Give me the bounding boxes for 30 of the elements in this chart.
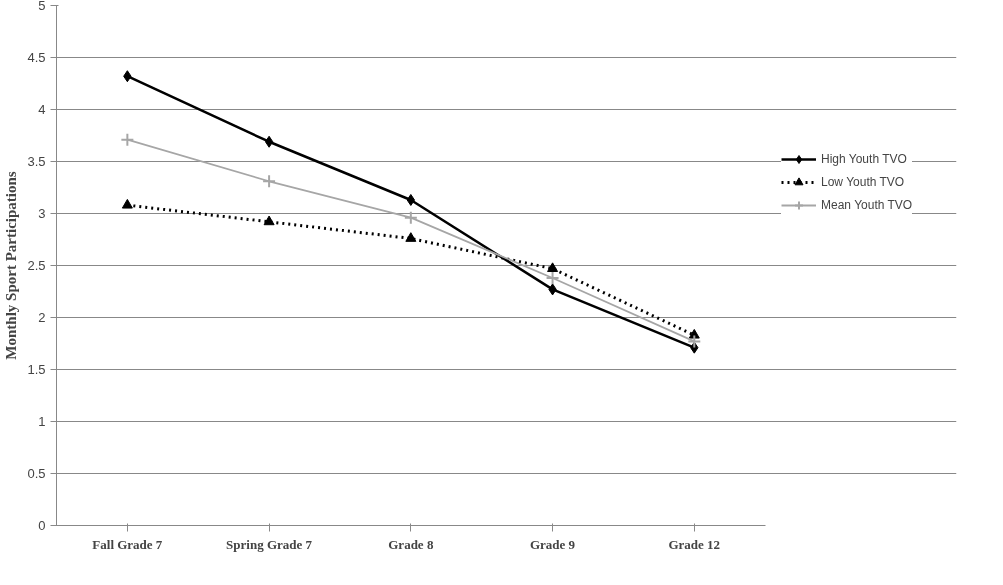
x-tick-label: Grade 12 [668, 536, 721, 552]
y-tick-label: 1.5 [27, 362, 46, 377]
x-tick-label: Grade 8 [388, 536, 434, 552]
y-tick-label: 4 [38, 102, 46, 117]
y-tick-label: 5 [38, 0, 46, 13]
y-tick-label: 3.5 [27, 154, 46, 169]
legend-label: Low Youth TVO [821, 175, 905, 189]
legend-label: Mean Youth TVO [821, 198, 913, 212]
x-tick-label: Spring Grade 7 [226, 536, 313, 552]
y-tick-label: 3 [38, 206, 46, 221]
point [405, 232, 417, 242]
y-tick-label: 0 [38, 518, 46, 533]
y-tick-label: 0.5 [27, 466, 46, 481]
x-tick-label: Grade 9 [530, 536, 576, 552]
point [120, 132, 135, 147]
point [403, 210, 418, 225]
x-tick-label: Fall Grade 7 [92, 536, 163, 552]
point [547, 262, 559, 273]
y-tick-label: 4.5 [27, 50, 46, 65]
legend-label: High Youth TVO [821, 152, 907, 166]
point [545, 270, 560, 285]
point [687, 334, 702, 349]
point [262, 174, 277, 189]
y-tick-label: 2.5 [27, 258, 46, 273]
y-axis-title: Monthly Sport Participations [3, 171, 20, 360]
y-tick-label: 2 [38, 310, 46, 325]
point [263, 215, 275, 226]
point [264, 135, 274, 148]
point [121, 198, 133, 209]
y-tick-label: 1 [38, 414, 46, 429]
